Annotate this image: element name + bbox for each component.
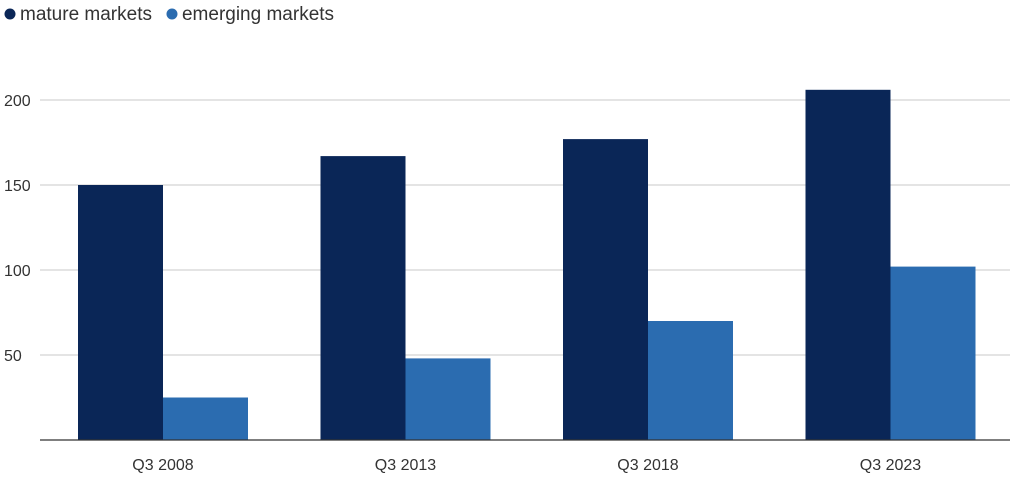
x-tick-label: Q3 2008 <box>132 457 193 474</box>
bar-emerging-markets-Q3-2013 <box>405 358 491 440</box>
bar-emerging-markets-Q3-2008 <box>163 397 248 440</box>
bar-mature-markets-Q3-2023 <box>805 89 891 441</box>
bar-emerging-markets-Q3-2018 <box>648 321 733 440</box>
legend-label: emerging markets <box>182 4 334 25</box>
x-tick-label: Q3 2013 <box>375 457 436 474</box>
bar-emerging-markets-Q3-2023 <box>890 266 976 440</box>
legend-item-0: mature markets <box>4 4 152 25</box>
legend: mature markets emerging markets <box>4 4 334 25</box>
bar-mature-markets-Q3-2008 <box>78 185 163 440</box>
x-axis-tick-labels: Q3 2008 Q3 2013 Q3 2018 Q3 2023 <box>132 457 921 474</box>
legend-label: mature markets <box>20 4 152 25</box>
x-tick-label: Q3 2023 <box>860 457 921 474</box>
legend-swatch <box>4 8 16 20</box>
bar-mature-markets-Q3-2018 <box>563 139 648 440</box>
bars <box>78 89 976 441</box>
y-tick-label: 100 <box>4 263 31 280</box>
y-tick-label: 50 <box>4 348 22 365</box>
y-tick-label: 200 <box>4 93 31 110</box>
x-tick-label: Q3 2018 <box>617 457 678 474</box>
y-tick-label: 150 <box>4 178 31 195</box>
bar-mature-markets-Q3-2013 <box>320 156 406 440</box>
y-axis-tick-labels: 50 100 150 200 <box>4 93 31 365</box>
legend-swatch <box>166 8 178 20</box>
legend-item-1: emerging markets <box>166 4 334 25</box>
